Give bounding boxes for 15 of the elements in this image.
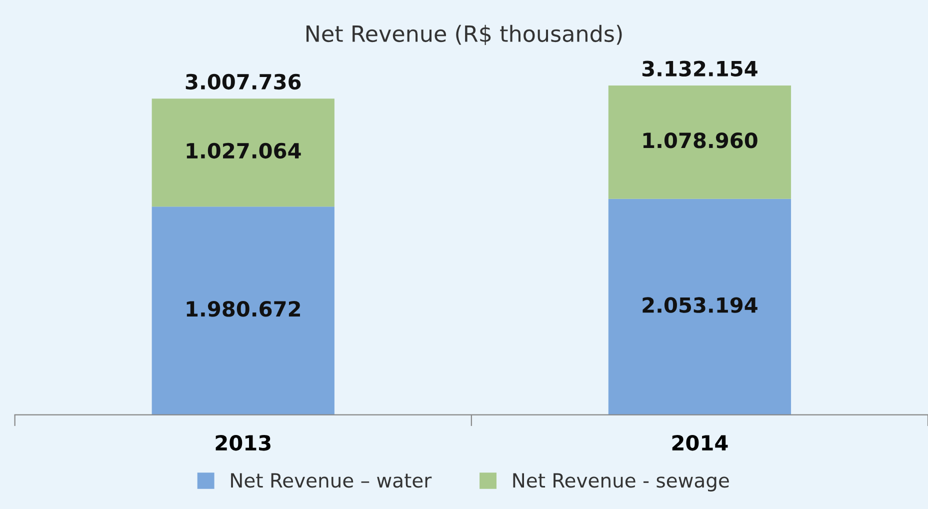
bar [608,198,792,415]
bar [152,98,334,207]
data-label: 1.078.960 [643,132,758,148]
x-tick-label: 2013 [216,434,270,451]
data-label: 1.027.064 [186,142,301,159]
total-label: 3.132.154 [642,60,758,77]
bar [152,206,334,415]
chart-title: Net Revenue (R$ thousands) [306,24,622,46]
data-label: 2.053.194 [642,297,758,313]
legend-label: Net Revenue - sewage [513,473,729,492]
x-tick-label: 2014 [672,434,728,451]
legend-label: Net Revenue – water [231,473,432,488]
data-label: 1.980.672 [186,300,300,317]
bar [608,85,792,199]
total-label: 3.007.736 [186,74,301,90]
